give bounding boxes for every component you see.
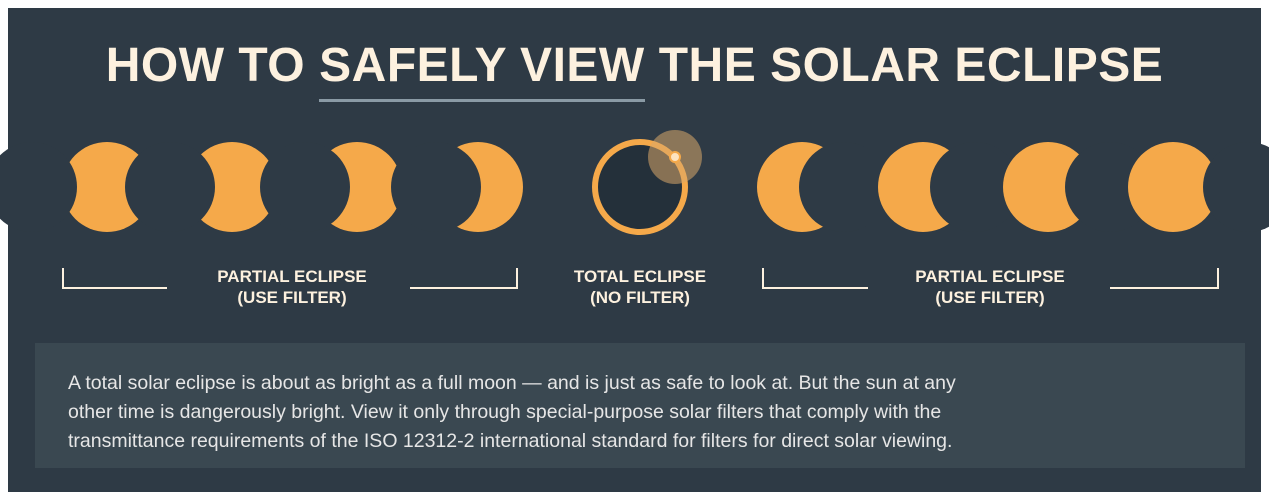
moon — [260, 142, 350, 232]
bracket — [410, 268, 517, 288]
label: PARTIAL ECLIPSE(USE FILTER) — [860, 266, 1120, 308]
title: HOW TO SAFELY VIEW THE SOLAR ECLIPSE — [0, 38, 1269, 102]
title-underlined: SAFELY VIEW — [319, 38, 645, 102]
moon — [799, 142, 889, 232]
paragraph-line: transmittance requirements of the ISO 12… — [68, 427, 956, 456]
label-line: (NO FILTER) — [510, 287, 770, 308]
paragraph: A total solar eclipse is about as bright… — [68, 369, 956, 456]
label-line: PARTIAL ECLIPSE — [860, 266, 1120, 287]
moon — [0, 142, 77, 232]
label-line: TOTAL ECLIPSE — [510, 266, 770, 287]
paragraph-line: A total solar eclipse is about as bright… — [68, 369, 956, 398]
page: HOW TO SAFELY VIEW THE SOLAR ECLIPSE PARTI… — [0, 0, 1269, 500]
moon — [125, 142, 215, 232]
bracket — [63, 268, 167, 288]
paragraph-line: other time is dangerously bright. View i… — [68, 398, 956, 427]
moon — [391, 142, 481, 232]
title-text: HOW TO — [106, 38, 305, 93]
label-line: (USE FILTER) — [860, 287, 1120, 308]
title-text: THE SOLAR ECLIPSE — [659, 38, 1164, 93]
label-line: (USE FILTER) — [162, 287, 422, 308]
diamond-ring — [670, 152, 680, 162]
bracket — [1110, 268, 1218, 288]
label-line: PARTIAL ECLIPSE — [162, 266, 422, 287]
bracket — [763, 268, 868, 288]
label: TOTAL ECLIPSE(NO FILTER) — [510, 266, 770, 308]
moon — [1203, 142, 1269, 232]
label: PARTIAL ECLIPSE(USE FILTER) — [162, 266, 422, 308]
